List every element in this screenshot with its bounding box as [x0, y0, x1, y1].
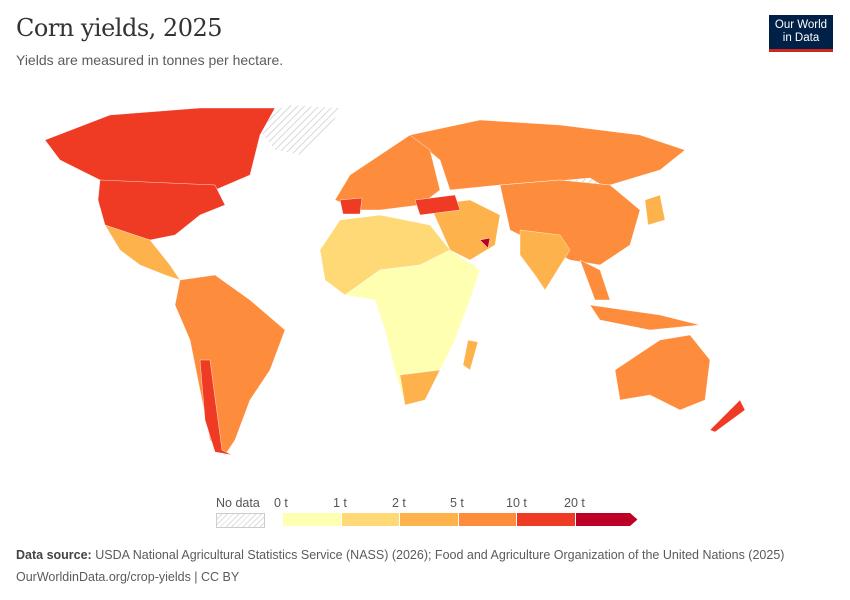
- legend-tick: 20 t: [564, 496, 585, 510]
- region-middle-east[interactable]: [429, 199, 501, 261]
- legend-tick: 1 t: [333, 496, 347, 510]
- region-europe[interactable]: [334, 134, 441, 211]
- legend-color-bin: [575, 513, 638, 526]
- legend-color-bin: [400, 513, 459, 526]
- legend-no-data-label: No data: [216, 496, 260, 510]
- region-spain[interactable]: [339, 197, 363, 215]
- footer-link[interactable]: OurWorldinData.org/crop-yields | CC BY: [16, 570, 240, 584]
- region-chile[interactable]: [199, 359, 233, 456]
- logo-line1: Our World: [774, 19, 828, 31]
- region-south-africa[interactable]: [399, 369, 441, 406]
- region-russia[interactable]: [409, 119, 686, 191]
- region-south-america[interactable]: [174, 274, 286, 456]
- region-indonesia[interactable]: [589, 304, 701, 331]
- region-madagascar[interactable]: [462, 339, 479, 371]
- legend-no-data-swatch: [216, 513, 265, 528]
- data-source-label: Data source:: [16, 548, 92, 562]
- chart-title: Corn yields, 2025: [16, 14, 223, 42]
- region-usa[interactable]: [97, 179, 226, 241]
- data-source-text: USDA National Agricultural Statistics Se…: [95, 548, 785, 562]
- legend-color-bin: [341, 513, 400, 526]
- legend-tick: 0 t: [274, 496, 288, 510]
- world-map[interactable]: [0, 95, 850, 475]
- region-australia[interactable]: [614, 334, 711, 411]
- legend-tick: 10 t: [506, 496, 527, 510]
- region-mexico[interactable]: [104, 224, 181, 281]
- legend-color-bin: [458, 513, 517, 526]
- region-greenland[interactable]: [249, 104, 341, 156]
- region-uae[interactable]: [479, 237, 491, 249]
- region-japan[interactable]: [644, 194, 666, 226]
- region-india[interactable]: [519, 229, 571, 291]
- region-turkey[interactable]: [414, 194, 461, 216]
- logo-line2: in Data: [782, 32, 820, 44]
- legend-color-bin: [517, 513, 576, 526]
- color-legend: No data 0 t 1 t 2 t 5 t 10 t 20 t: [210, 496, 650, 532]
- region-africa-central[interactable]: [344, 249, 481, 406]
- chart-subtitle: Yields are measured in tonnes per hectar…: [16, 52, 284, 68]
- data-source: Data source: USDA National Agricultural …: [16, 548, 784, 562]
- legend-tick: 2 t: [392, 496, 406, 510]
- region-new-zealand[interactable]: [709, 399, 746, 433]
- region-southeast-asia[interactable]: [579, 259, 611, 301]
- owid-logo[interactable]: Our World in Data: [769, 15, 833, 52]
- legend-tick: 5 t: [450, 496, 464, 510]
- region-canada[interactable]: [44, 107, 276, 191]
- legend-color-bin: [283, 513, 342, 526]
